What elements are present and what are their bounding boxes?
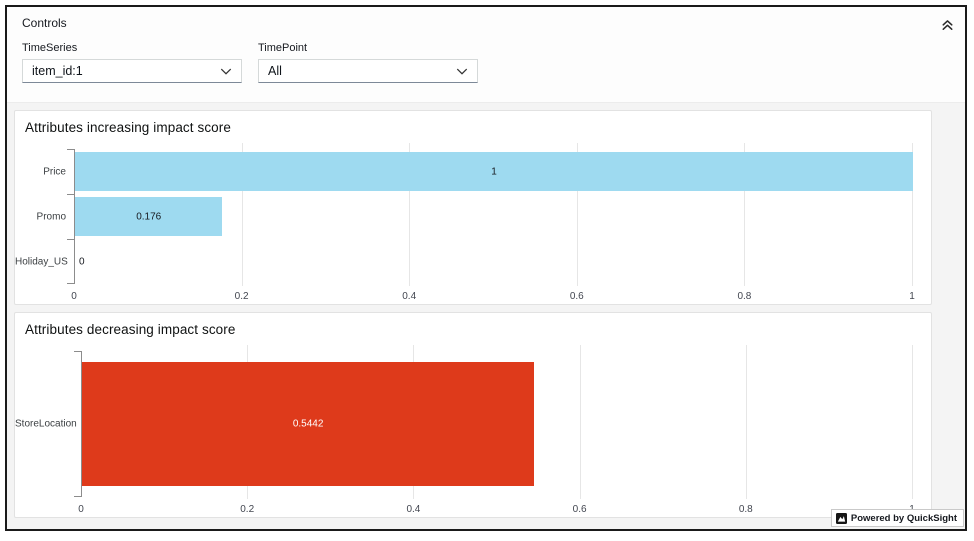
y-axis-tick [67, 283, 74, 284]
x-tick-label: 0 [71, 291, 77, 302]
y-axis-tick [67, 239, 74, 240]
gridline [576, 143, 578, 286]
bar[interactable] [75, 152, 913, 191]
collapse-controls-button[interactable] [938, 18, 956, 36]
controls-panel: Controls TimeSeries item_id:1 TimePoint … [7, 7, 965, 103]
gridline [912, 345, 913, 499]
timeseries-dropdown[interactable]: item_id:1 [22, 59, 242, 83]
x-tick-label: 0.6 [572, 504, 587, 515]
dropdown-selected-value: All [268, 64, 282, 78]
x-tick-label: 0.4 [406, 504, 421, 515]
chart-title: Attributes increasing impact score [25, 120, 231, 135]
x-tick-label: 1 [909, 291, 915, 302]
timepoint-dropdown[interactable]: All [258, 59, 478, 83]
double-chevron-up-icon [940, 17, 955, 37]
dashboard-frame: Controls TimeSeries item_id:1 TimePoint … [5, 5, 967, 531]
filter-label: TimePoint [258, 42, 308, 54]
bar-value-label: 0.5442 [292, 418, 324, 430]
x-tick-label: 0.6 [569, 291, 584, 302]
gridline [744, 143, 746, 286]
gridline [745, 345, 747, 499]
filter-label: TimeSeries [22, 42, 78, 54]
badge-label: Powered by QuickSight [850, 512, 957, 524]
chevron-down-icon [456, 62, 468, 80]
bar-value-label: 1 [491, 166, 497, 177]
category-label: StoreLocation [15, 418, 77, 430]
chart-panel-decreasing-impact: Attributes decreasing impact score Store… [14, 312, 932, 518]
category-label: Holiday_US [15, 256, 68, 267]
powered-by-quicksight-badge[interactable]: Powered by QuickSight [830, 509, 964, 527]
x-tick-label: 0.4 [402, 291, 417, 302]
chart-panel-increasing-impact: Attributes increasing impact score Price… [14, 110, 932, 305]
x-tick-label: 0.2 [240, 504, 255, 515]
y-axis-tick [67, 194, 74, 195]
x-tick-label: 0.8 [737, 291, 752, 302]
gridline [912, 143, 913, 286]
y-axis-line [81, 351, 82, 497]
bar[interactable] [75, 197, 223, 236]
filter-timeseries: TimeSeries item_id:1 [22, 42, 242, 83]
gridline [241, 143, 243, 286]
category-label: Promo [36, 211, 66, 222]
dropdown-selected-value: item_id:1 [32, 64, 83, 78]
bar[interactable] [82, 361, 535, 487]
bar-chart-increasing: Price 1 Promo 0.176 Holiday_US 0 0 0.2 0.4 0.6 0.8… [15, 143, 931, 304]
gridline [409, 143, 411, 286]
x-tick-label: 0 [78, 504, 84, 515]
filter-timepoint: TimePoint All [258, 42, 478, 83]
controls-panel-title: Controls [22, 16, 67, 30]
x-tick-label: 0.8 [738, 504, 753, 515]
y-axis-tick [67, 149, 74, 150]
y-axis-line [74, 149, 75, 284]
category-label: Price [43, 166, 66, 177]
y-axis-tick [74, 351, 81, 352]
chart-title: Attributes decreasing impact score [25, 322, 236, 337]
y-axis-tick [74, 496, 81, 497]
bar-value-label: 0.176 [136, 211, 162, 222]
quicksight-logo-icon [835, 512, 847, 524]
bar-value-label: 0 [79, 256, 85, 267]
x-tick-label: 0.2 [234, 291, 249, 302]
chevron-down-icon [220, 62, 232, 80]
gridline [579, 345, 581, 499]
